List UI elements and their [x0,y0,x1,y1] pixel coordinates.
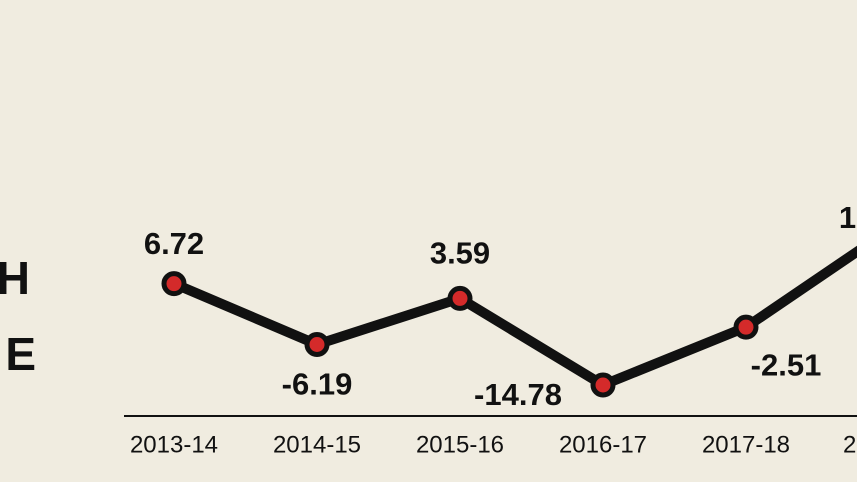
data-label: -2.51 [751,347,822,382]
x-tick-label: 20 [843,431,857,458]
annotation: H [0,252,30,304]
data-label: 6.72 [144,226,204,261]
x-tick-label: 2014-15 [273,431,361,458]
series-line [172,245,857,390]
marker [447,285,473,311]
data-label: 18.1 [839,200,857,235]
x-tick-label: 2013-14 [130,431,218,458]
marker [733,314,759,340]
data-label: -6.19 [282,367,353,402]
annotation: E [5,328,36,380]
marker [590,372,616,398]
data-label: 3.59 [430,236,490,271]
x-tick-label: 2015-16 [416,431,504,458]
data-label: -14.78 [474,377,562,412]
marker [304,332,330,358]
x-tick-label: 2016-17 [559,431,647,458]
x-tick-label: 2017-18 [702,431,790,458]
marker [161,271,187,297]
